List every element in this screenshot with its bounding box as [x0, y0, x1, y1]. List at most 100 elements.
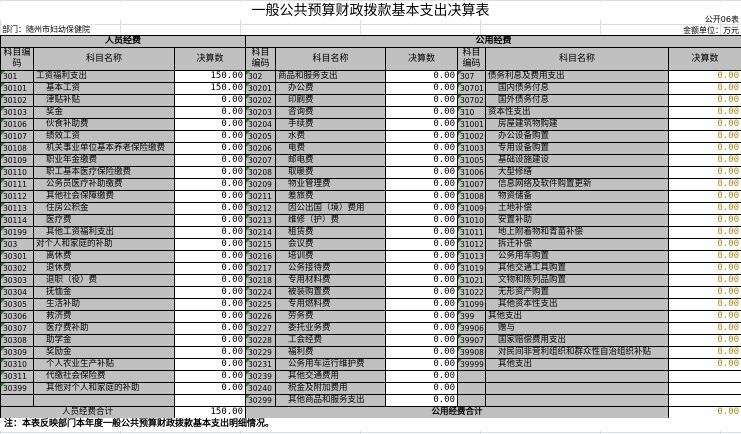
subject-code[interactable]: 30108: [0, 142, 34, 155]
subject-code[interactable]: 39906: [457, 322, 486, 335]
subject-code[interactable]: 31012: [457, 238, 486, 251]
amount-cell[interactable]: 0.00: [667, 118, 741, 131]
subject-code[interactable]: 30209: [245, 178, 276, 191]
subject-name[interactable]: 国内债务付息: [485, 82, 669, 95]
amount-cell[interactable]: 0.00: [174, 262, 246, 275]
subject-code[interactable]: 30310: [0, 358, 34, 371]
amount-cell[interactable]: 0.00: [174, 298, 246, 311]
subject-name[interactable]: 土地补偿: [485, 202, 669, 215]
subject-name[interactable]: 办公费: [275, 82, 386, 95]
amount-cell[interactable]: 0.00: [385, 310, 458, 323]
subject-name[interactable]: 其他支出: [485, 358, 669, 371]
subject-name[interactable]: 房屋建筑物购建: [485, 118, 669, 131]
subject-code[interactable]: 30311: [0, 370, 34, 383]
amount-cell[interactable]: [667, 382, 741, 395]
subject-code[interactable]: 30225: [245, 298, 276, 311]
amount-cell[interactable]: 0.00: [667, 334, 741, 347]
subject-code[interactable]: 31002: [457, 130, 486, 143]
subject-name[interactable]: 文物和陈列品购置: [485, 274, 669, 287]
subject-name[interactable]: 劳务费: [275, 310, 386, 323]
subject-code[interactable]: 31019: [457, 262, 486, 275]
subject-code[interactable]: 30203: [245, 106, 276, 119]
amount-cell[interactable]: 0.00: [385, 238, 458, 251]
subject-name[interactable]: 住房公积金: [33, 202, 175, 215]
amount-cell[interactable]: 0.00: [385, 142, 458, 155]
amount-cell[interactable]: 150.00: [174, 82, 246, 95]
subject-name[interactable]: 职工基本医疗保险缴费: [33, 166, 175, 179]
subject-code[interactable]: 30306: [0, 310, 34, 323]
subject-name[interactable]: 会议费: [275, 238, 386, 251]
subject-name[interactable]: 安置补助: [485, 214, 669, 227]
amount-cell[interactable]: [174, 394, 246, 407]
amount-cell[interactable]: 0.00: [667, 178, 741, 191]
subject-name[interactable]: [485, 382, 669, 395]
subject-name[interactable]: 邮电费: [275, 154, 386, 167]
subject-code[interactable]: 39999: [457, 358, 486, 371]
subject-name[interactable]: 基础设施建设: [485, 154, 669, 167]
subject-code[interactable]: 30308: [0, 334, 34, 347]
subject-code[interactable]: 399: [457, 310, 486, 323]
amount-cell[interactable]: 0.00: [667, 190, 741, 203]
subject-name[interactable]: 其他资本性支出: [485, 298, 669, 311]
subject-name[interactable]: 地上附着物和青苗补偿: [485, 226, 669, 239]
subject-name[interactable]: 伙食补助费: [33, 118, 175, 131]
subject-name[interactable]: 被装购置费: [275, 286, 386, 299]
subject-code[interactable]: 30227: [245, 322, 276, 335]
subject-code[interactable]: 31022: [457, 286, 486, 299]
subject-name[interactable]: 机关事业单位基本养老保险缴费: [33, 142, 175, 155]
amount-cell[interactable]: 0.00: [385, 346, 458, 359]
amount-cell[interactable]: 0.00: [385, 202, 458, 215]
subject-name[interactable]: 维修（护）费: [275, 214, 386, 227]
subject-name[interactable]: 医疗费: [33, 214, 175, 227]
amount-cell[interactable]: 0.00: [667, 82, 741, 95]
subject-name[interactable]: 差旅费: [275, 190, 386, 203]
amount-cell[interactable]: 0.00: [174, 142, 246, 155]
amount-cell[interactable]: 0.00: [174, 106, 246, 119]
amount-cell[interactable]: 0.00: [174, 166, 246, 179]
subject-name[interactable]: 抚恤金: [33, 286, 175, 299]
amount-cell[interactable]: 0.00: [385, 298, 458, 311]
subject-code[interactable]: 30215: [245, 238, 276, 251]
subject-code[interactable]: 31099: [457, 298, 486, 311]
subject-name[interactable]: 专用燃料费: [275, 298, 386, 311]
amount-cell[interactable]: 0.00: [385, 250, 458, 263]
subject-name[interactable]: 其他社会保障缴费: [33, 190, 175, 203]
amount-cell[interactable]: 0.00: [667, 286, 741, 299]
subject-name[interactable]: 国外债务付息: [485, 94, 669, 107]
amount-cell[interactable]: 0.00: [174, 370, 246, 383]
subject-code[interactable]: 31001: [457, 118, 486, 131]
subject-code[interactable]: 39908: [457, 346, 486, 359]
subject-code[interactable]: 30202: [245, 94, 276, 107]
subject-name[interactable]: 其他交通工具购置: [485, 262, 669, 275]
amount-cell[interactable]: 0.00: [385, 370, 458, 383]
subject-name[interactable]: 奖金: [33, 106, 175, 119]
amount-cell[interactable]: 0.00: [174, 310, 246, 323]
amount-cell[interactable]: 0.00: [385, 154, 458, 167]
amount-cell[interactable]: 0.00: [667, 142, 741, 155]
amount-cell[interactable]: 0.00: [174, 346, 246, 359]
subject-name[interactable]: 职业年金缴费: [33, 154, 175, 167]
subject-code[interactable]: 30213: [245, 214, 276, 227]
subject-code[interactable]: 31009: [457, 202, 486, 215]
subject-name[interactable]: 培训费: [275, 250, 386, 263]
subject-name[interactable]: 资本性支出: [485, 106, 669, 119]
amount-cell[interactable]: 0.00: [385, 382, 458, 395]
subject-code[interactable]: 30113: [0, 202, 34, 215]
amount-cell[interactable]: 0.00: [385, 106, 458, 119]
subject-name[interactable]: 债务利息及费用支出: [485, 70, 669, 83]
amount-cell[interactable]: 0.00: [667, 358, 741, 371]
subject-code[interactable]: 30302: [0, 262, 34, 275]
subject-name[interactable]: 其他支出: [485, 310, 669, 323]
subject-name[interactable]: 物业管理费: [275, 178, 386, 191]
subject-name[interactable]: 商品和服务支出: [275, 70, 386, 83]
subject-code[interactable]: [457, 382, 486, 395]
amount-cell[interactable]: 0.00: [667, 214, 741, 227]
subject-name[interactable]: 生活补助: [33, 298, 175, 311]
amount-cell[interactable]: 0.00: [385, 322, 458, 335]
subject-code[interactable]: 30207: [245, 154, 276, 167]
amount-cell[interactable]: 0.00: [385, 178, 458, 191]
amount-cell[interactable]: 0.00: [174, 334, 246, 347]
subject-name[interactable]: 工会经费: [275, 334, 386, 347]
subject-code[interactable]: [457, 394, 486, 407]
amount-cell[interactable]: 0.00: [174, 358, 246, 371]
